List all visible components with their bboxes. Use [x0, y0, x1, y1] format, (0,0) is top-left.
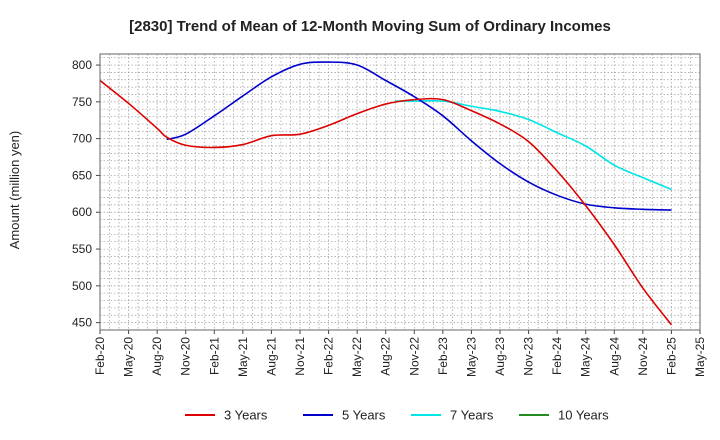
chart-title: [2830] Trend of Mean of 12-Month Moving … [129, 18, 611, 35]
x-tick-label: May-22 [350, 337, 364, 377]
x-tick-label: May-25 [693, 337, 707, 377]
y-axis-label: Amount (million yen) [7, 131, 22, 250]
legend: 3 Years 5 Years 7 Years 10 Years [185, 408, 609, 423]
y-tick-label: 650 [72, 168, 92, 182]
x-tick-label: Aug-21 [264, 337, 278, 376]
x-tick-label: Aug-23 [493, 337, 507, 376]
y-tick-label: 500 [72, 279, 92, 293]
x-tick-label: Feb-21 [207, 337, 221, 375]
y-tick-label: 450 [72, 316, 92, 330]
x-tick-label: May-20 [122, 337, 136, 377]
y-tick-label: 800 [72, 58, 92, 72]
x-tick-label: Aug-20 [150, 337, 164, 376]
series-line-3-years [99, 79, 673, 326]
y-tick-label: 600 [72, 205, 92, 219]
y-tick-label: 700 [72, 132, 92, 146]
x-tick-label: Aug-24 [607, 337, 621, 376]
x-tick-label: Nov-20 [179, 337, 193, 376]
x-tick-label: May-21 [236, 337, 250, 377]
x-tick-label: May-23 [464, 337, 478, 377]
series-line-7-years [395, 99, 672, 191]
x-tick-label: Feb-25 [664, 337, 678, 375]
x-tick-label: Aug-22 [379, 337, 393, 376]
legend-label-3-years: 3 Years [224, 408, 268, 423]
y-tick-label: 750 [72, 95, 92, 109]
x-tick-label: Nov-24 [636, 337, 650, 376]
legend-label-7-years: 7 Years [450, 408, 494, 423]
x-tick-label: Feb-24 [550, 337, 564, 375]
series-line-5-years [166, 61, 672, 211]
grid [99, 54, 701, 331]
legend-label-5-years: 5 Years [342, 408, 386, 423]
x-tick-label: May-24 [579, 337, 593, 377]
y-tick-label: 550 [72, 242, 92, 256]
y-axis-ticks: 450 500 550 600 650 700 750 800 [72, 58, 100, 330]
x-tick-label: Nov-22 [407, 337, 421, 376]
x-tick-label: Feb-23 [436, 337, 450, 375]
x-tick-label: Nov-23 [522, 337, 536, 376]
series-lines [99, 61, 673, 326]
x-tick-label: Feb-20 [93, 337, 107, 375]
x-tick-label: Feb-22 [322, 337, 336, 375]
plot-frame [99, 53, 701, 331]
x-tick-label: Nov-21 [293, 337, 307, 376]
x-axis-ticks: Feb-20 May-20 Aug-20 Nov-20 Feb-21 May-21 Aug-… [93, 330, 707, 377]
legend-label-10-years: 10 Years [558, 408, 609, 423]
